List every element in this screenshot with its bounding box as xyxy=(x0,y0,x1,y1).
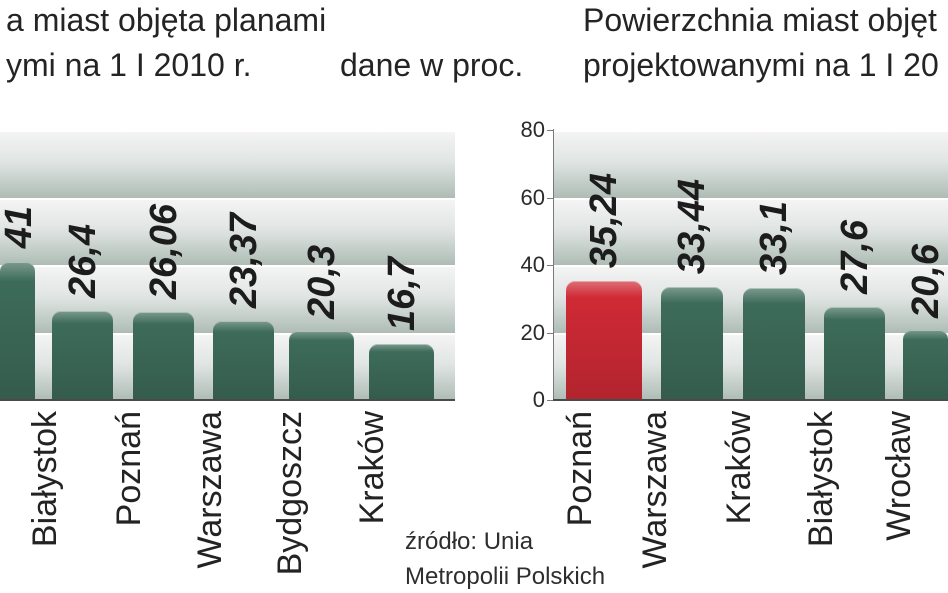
left-baseline xyxy=(0,399,455,401)
right-y-tick-label-20: 20 xyxy=(520,319,545,345)
right-y-tick-label-40: 40 xyxy=(520,252,545,277)
right-value-label-wroclaw: 20,6 xyxy=(904,243,947,318)
left-bar-warszawa xyxy=(213,321,274,400)
left-chart-title-line-1: a miast objęta planami xyxy=(6,2,327,38)
right-value-label-bialystok: 27,6 xyxy=(833,219,876,294)
source-line-1: źródło: Unia xyxy=(405,528,534,555)
right-bar-warszawa xyxy=(661,287,723,400)
right-value-label-krakow: 33,1 xyxy=(753,201,795,276)
right-y-tick xyxy=(547,332,553,334)
right-y-tick xyxy=(547,265,553,266)
right-bar-krakow xyxy=(743,288,805,400)
source-line-2: Metropolii Polskich xyxy=(405,563,606,590)
right-y-tick xyxy=(547,400,553,401)
right-grid-band xyxy=(553,130,948,198)
right-category-label-wroclaw: Wrocław xyxy=(880,411,918,541)
right-bar-wroclaw xyxy=(903,330,948,400)
right-bar-bialystok xyxy=(824,306,885,400)
right-y-tick-label-80: 80 xyxy=(520,117,545,142)
right-value-label-warszawa: 33,44 xyxy=(671,179,713,275)
left-bar-poznan xyxy=(133,312,194,400)
left-chart-title-line-2: ymi na 1 I 2010 r. xyxy=(6,47,252,83)
right-category-label-krakow: Kraków xyxy=(720,411,758,525)
left-bar-cropped xyxy=(0,261,35,400)
right-y-axis-line xyxy=(553,129,554,401)
right-bar-poznan xyxy=(566,281,642,400)
right-grid-band xyxy=(553,197,948,265)
left-bar-bydgoszcz xyxy=(289,331,354,400)
left-bar-bialystok xyxy=(52,310,113,400)
left-grid-band xyxy=(0,197,455,265)
right-y-tick-label-60: 60 xyxy=(520,184,545,210)
left-grid-band xyxy=(0,130,455,198)
right-value-label-poznan: 35,24 xyxy=(583,172,625,269)
right-category-label-warszawa: Warszawa xyxy=(636,411,674,569)
right-chart-title-line-1: Powierzchnia miast objęt xyxy=(583,2,937,38)
left-bar-krakow xyxy=(369,343,434,400)
right-category-label-poznan: Poznań xyxy=(561,411,599,527)
right-baseline xyxy=(553,399,948,401)
unit-note: dane w proc. xyxy=(340,47,524,83)
right-y-tick-label-0: 0 xyxy=(532,387,545,412)
right-y-tick xyxy=(547,197,553,199)
right-category-label-bialystok: Białystok xyxy=(802,411,840,548)
right-y-tick xyxy=(547,130,553,131)
right-chart-title-line-2: projektowanymi na 1 I 20 xyxy=(583,47,939,83)
